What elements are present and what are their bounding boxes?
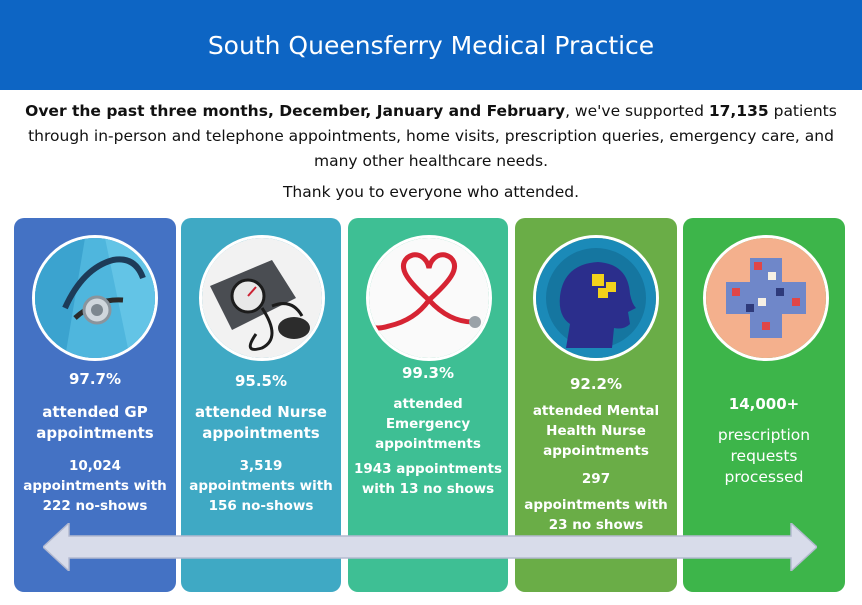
gp-percent: 97.7% — [68, 370, 122, 388]
gp-label: attended GP appointments — [36, 403, 154, 442]
nurse-label: attended Nurse appointments — [195, 403, 327, 442]
mental-health-label: attended Mental Health Nurse appointment… — [532, 403, 660, 459]
page-title: South Queensferry Medical Practice — [207, 30, 655, 60]
prescriptions-headline: 14,000+ — [728, 395, 800, 413]
panel-nurse: 95.5% attended Nurse appointments 3,519 … — [181, 218, 341, 592]
intro-text-2: patients through in-person and telephone… — [28, 102, 837, 170]
gp-count: 10,024 appointments with 222 no-shows — [23, 458, 167, 514]
intro-period: Over the past three months, December, Ja… — [25, 102, 566, 120]
emergency-count: 1943 appointments with 13 no shows — [354, 461, 502, 497]
nurse-percent: 95.5% — [234, 372, 288, 390]
thanks-text: Thank you to everyone who attended. — [282, 183, 580, 201]
intro-paragraph: Over the past three months, December, Ja… — [20, 99, 842, 174]
heart-stethoscope-icon — [366, 235, 492, 361]
emergency-label: attended Emergency appointments — [375, 396, 481, 452]
intro-text-1: , we've supported — [565, 102, 709, 120]
panel-prescriptions: 14,000+ prescription requests processed — [683, 218, 845, 592]
emergency-percent: 99.3% — [401, 364, 455, 382]
panel-emergency: 99.3% attended Emergency appointments 19… — [348, 218, 508, 592]
stethoscope-icon — [32, 235, 158, 361]
pill-cross-icon — [703, 235, 829, 361]
prescriptions-label: prescription requests processed — [717, 426, 811, 486]
mental-health-count-number: 297 — [581, 471, 611, 487]
panel-mental-health: 92.2% attended Mental Health Nurse appoi… — [515, 218, 677, 592]
double-arrow-icon — [43, 523, 817, 571]
mental-health-percent: 92.2% — [569, 375, 623, 393]
header-banner: South Queensferry Medical Practice — [0, 0, 862, 90]
blood-pressure-monitor-icon — [199, 235, 325, 361]
panel-gp: 97.7% attended GP appointments 10,024 ap… — [14, 218, 176, 592]
head-puzzle-icon — [533, 235, 659, 361]
intro-patient-count: 17,135 — [708, 102, 769, 120]
nurse-count: 3,519 appointments with 156 no-shows — [189, 458, 333, 514]
mental-health-count-text: appointments with 23 no shows — [524, 497, 668, 533]
